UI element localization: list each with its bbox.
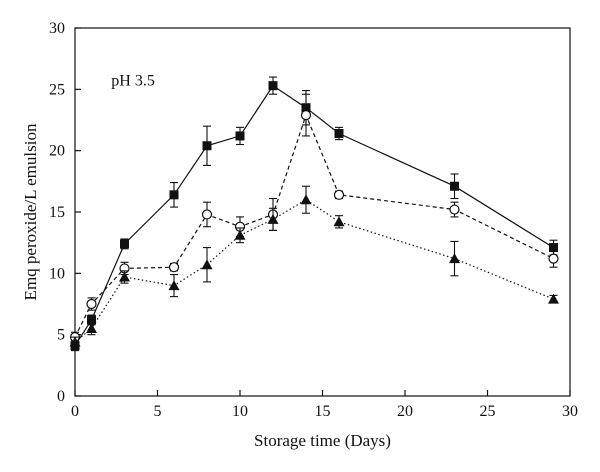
y-tick-label: 5	[57, 327, 65, 344]
x-tick-label: 0	[71, 403, 79, 420]
data-point	[300, 109, 312, 121]
y-tick-label: 0	[57, 388, 65, 405]
x-tick-label: 10	[232, 403, 248, 420]
x-tick-label: 30	[562, 403, 578, 420]
series-layer	[69, 76, 559, 352]
data-point	[235, 131, 245, 141]
series-line	[74, 84, 554, 347]
data-point	[449, 204, 460, 215]
data-point	[268, 81, 278, 91]
data-point	[87, 315, 96, 325]
series-3	[69, 185, 559, 348]
data-point	[549, 243, 558, 253]
data-point	[267, 213, 279, 224]
x-tick-label: 25	[480, 403, 496, 420]
series-line	[74, 113, 554, 338]
axes: 0 5 10 15 20 25 30 0 5 10 15 20 25 30	[49, 20, 578, 420]
data-point	[86, 298, 97, 310]
y-tick-label: 10	[49, 265, 65, 282]
data-point	[201, 259, 213, 270]
y-tick-label: 30	[49, 20, 65, 37]
data-point	[449, 253, 460, 264]
data-point	[202, 141, 212, 151]
x-tick-label: 5	[154, 403, 162, 420]
y-tick-label: 25	[49, 81, 65, 98]
data-point	[548, 253, 559, 264]
data-point	[333, 189, 345, 200]
data-point	[119, 271, 130, 282]
data-point	[169, 190, 179, 200]
annotation-label: pH 3.5	[111, 73, 155, 90]
data-point	[86, 323, 97, 333]
data-point	[234, 229, 246, 240]
data-point	[450, 181, 459, 191]
data-point	[69, 336, 81, 347]
data-point	[168, 280, 180, 291]
series-2	[69, 93, 559, 343]
x-tick-label: 15	[315, 403, 331, 420]
series-1	[70, 76, 558, 352]
data-point	[168, 262, 180, 273]
x-axis-title: Storage time (Days)	[254, 431, 391, 450]
data-point	[120, 239, 129, 249]
y-tick-label: 20	[49, 143, 65, 160]
y-axis-title: Emq peroxide/L emulsion	[21, 123, 40, 300]
data-point	[548, 293, 559, 304]
data-point	[300, 194, 312, 205]
data-point	[333, 216, 345, 227]
data-point	[334, 128, 344, 138]
data-point	[201, 209, 213, 220]
y-tick-label: 15	[49, 204, 65, 221]
x-tick-label: 20	[397, 403, 413, 420]
